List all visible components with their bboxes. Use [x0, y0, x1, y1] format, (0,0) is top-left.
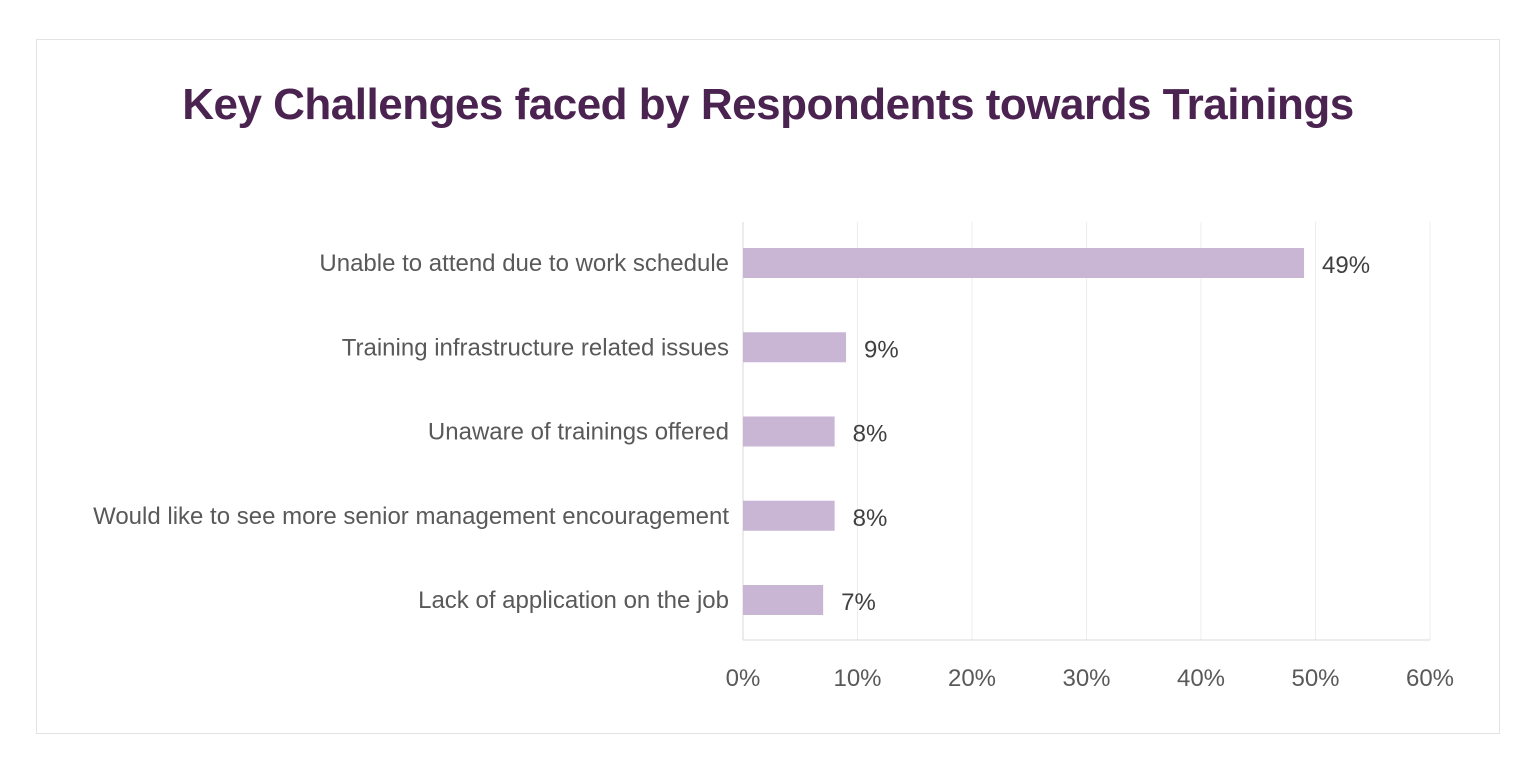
value-label: 8% [853, 421, 888, 448]
category-label: Unaware of trainings offered [428, 419, 729, 446]
value-label: 8% [853, 505, 888, 532]
category-label: Lack of application on the job [418, 587, 729, 614]
bar [743, 332, 847, 363]
chart-frame [36, 39, 1500, 734]
x-tick-label: 0% [726, 665, 761, 692]
x-tick-label: 30% [1062, 665, 1110, 692]
value-label: 7% [841, 589, 876, 616]
x-tick-label: 40% [1177, 665, 1225, 692]
chart-title: Key Challenges faced by Respondents towa… [182, 80, 1354, 129]
category-label: Training infrastructure related issues [342, 334, 729, 361]
x-tick-label: 10% [833, 665, 881, 692]
value-label: 49% [1322, 252, 1370, 279]
category-label: Would like to see more senior management… [93, 503, 729, 530]
bar [743, 248, 1305, 278]
x-tick-label: 60% [1406, 665, 1454, 692]
bar [743, 416, 835, 447]
x-tick-labels: 0% 10% 20% 30% 40% 50% 60% [726, 665, 1454, 692]
x-tick-label: 20% [948, 665, 996, 692]
value-label: 9% [864, 336, 899, 363]
bar [743, 500, 835, 531]
bar [743, 585, 824, 615]
category-labels: Unable to attend due to work schedule Tra… [93, 250, 729, 614]
category-label: Unable to attend due to work schedule [319, 250, 729, 277]
bars [743, 248, 1305, 615]
x-tick-label: 50% [1291, 665, 1339, 692]
gridlines [857, 222, 1431, 640]
value-labels: 49% 9% 8% 8% 7% [841, 252, 1370, 616]
